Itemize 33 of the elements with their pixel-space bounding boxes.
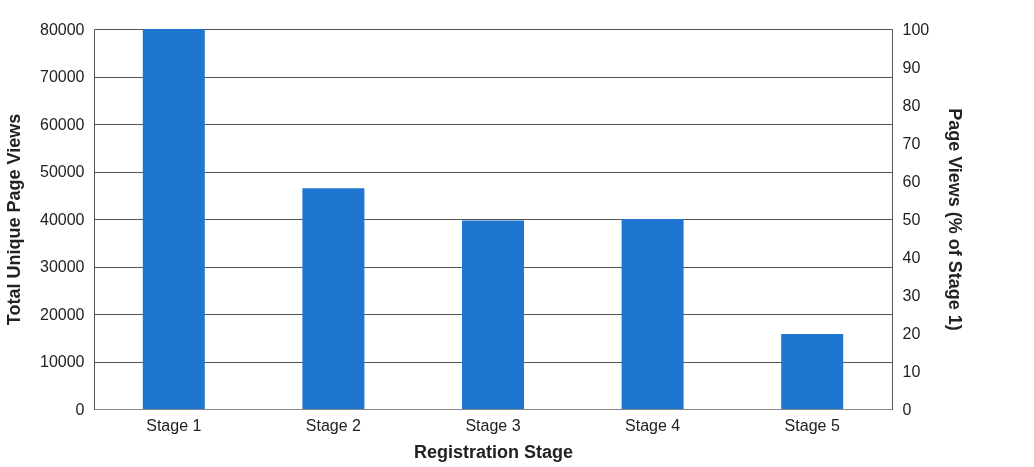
y2-tick-label: 50 bbox=[902, 210, 921, 228]
bar bbox=[621, 219, 684, 409]
y2-tick-label: 40 bbox=[902, 248, 921, 266]
y-tick-label: 20000 bbox=[40, 305, 85, 323]
x-tick-label: Stage 4 bbox=[625, 416, 681, 434]
y-axis-title: Total Unique Page Views bbox=[4, 113, 25, 326]
y-tick-label: 60000 bbox=[40, 115, 85, 133]
y-tick-label: 70000 bbox=[40, 68, 85, 85]
y2-tick-label: 90 bbox=[902, 58, 921, 76]
x-tick-label: Stage 5 bbox=[784, 416, 840, 434]
y2-tick-label: 80 bbox=[902, 96, 921, 114]
y2-tick-label: 20 bbox=[902, 324, 921, 342]
y2-tick-label: 70 bbox=[902, 134, 921, 152]
y2-axis-title: Page Views (% of Stage 1) bbox=[945, 108, 966, 331]
y-tick-label: 30000 bbox=[40, 258, 85, 275]
x-tick-label: Stage 2 bbox=[305, 416, 362, 434]
bar bbox=[142, 29, 205, 409]
bar bbox=[462, 220, 524, 409]
x-tick-label: Stage 3 bbox=[465, 416, 521, 434]
y2-tick-label: 100 bbox=[902, 20, 930, 38]
y-tick-label: 80000 bbox=[40, 20, 85, 38]
x-tick-label: Stage 1 bbox=[146, 416, 202, 434]
y2-tick-label: 30 bbox=[902, 286, 921, 304]
y-tick-label: 10000 bbox=[40, 353, 85, 370]
y-tick-label: 0 bbox=[75, 400, 85, 418]
x-axis-title: Registration Stage bbox=[413, 441, 574, 462]
bar bbox=[302, 188, 365, 409]
y2-tick-label: 0 bbox=[902, 400, 912, 418]
y2-tick-label: 60 bbox=[902, 172, 921, 190]
y2-tick-label: 10 bbox=[902, 362, 921, 380]
bar bbox=[781, 333, 844, 409]
y-tick-label: 40000 bbox=[40, 210, 85, 228]
y-tick-label: 50000 bbox=[40, 163, 85, 180]
